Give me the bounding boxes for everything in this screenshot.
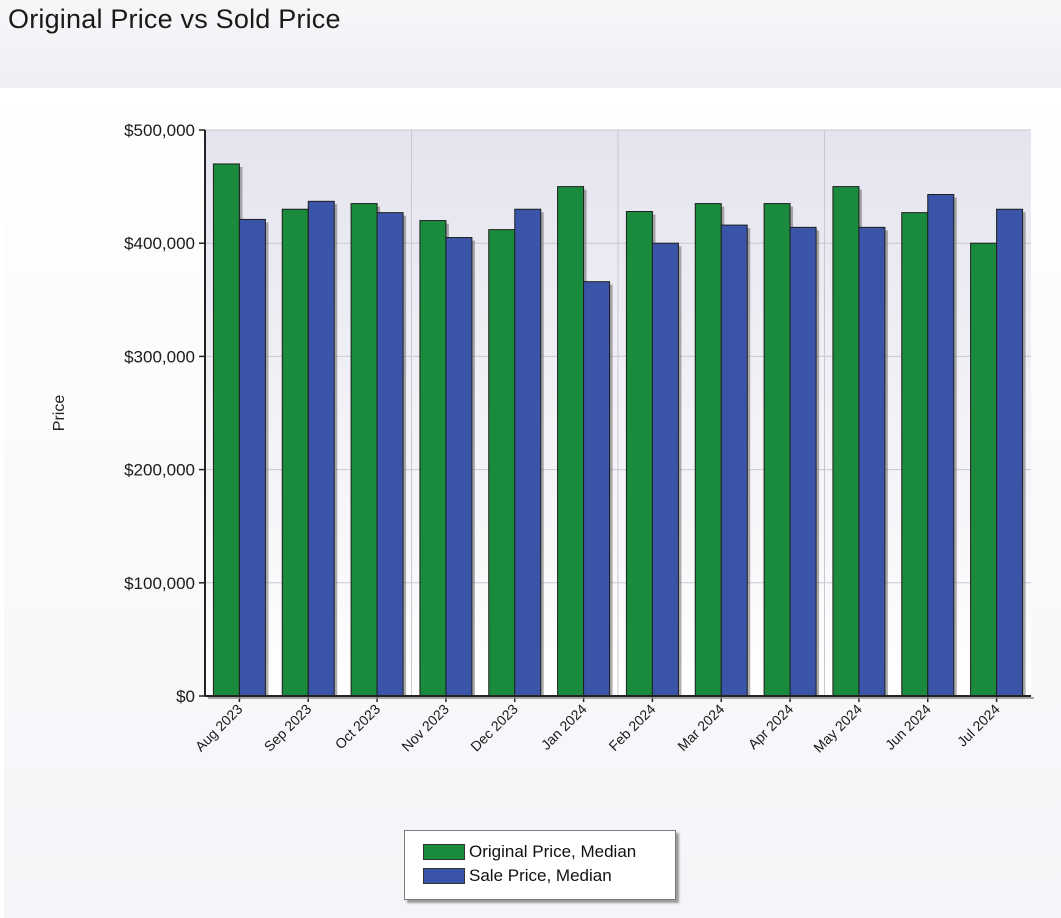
- legend-label-original: Original Price, Median: [469, 842, 637, 861]
- bar-sale: [307, 200, 335, 697]
- x-tick-label: Apr 2024: [745, 701, 797, 753]
- bar-original: [694, 203, 722, 697]
- legend-item-sale: Sale Price, Median: [405, 864, 675, 888]
- bar-original: [970, 242, 998, 697]
- legend-item-original: Original Price, Median: [405, 840, 675, 864]
- chart-panel: $0 $100,000 $200,000 $300,000 $400,000 $500,0…: [4, 88, 1061, 918]
- bar-original: [763, 203, 791, 697]
- y-axis-title: Price: [51, 395, 68, 432]
- bar-sale: [445, 237, 473, 697]
- x-tick-label: Jul 2024: [954, 701, 1003, 750]
- y-tick-label: $500,000: [124, 121, 195, 140]
- bar-sale: [376, 212, 404, 697]
- legend-swatch-sale: [423, 868, 465, 884]
- header-band: [0, 0, 1061, 88]
- bar-original: [557, 186, 585, 697]
- x-tick-label: Mar 2024: [674, 701, 727, 754]
- bar-original: [419, 220, 447, 697]
- page-title: Original Price vs Sold Price: [8, 4, 341, 34]
- x-tick-label: Jan 2024: [538, 701, 590, 753]
- bar-original: [212, 163, 240, 697]
- y-tick-label: $100,000: [124, 574, 195, 593]
- y-tick-label: $200,000: [124, 461, 195, 480]
- x-tick-label: Feb 2024: [605, 701, 658, 754]
- bar-sale: [927, 194, 955, 697]
- legend-label-sale: Sale Price, Median: [469, 866, 612, 885]
- x-tick-label: Sep 2023: [261, 701, 315, 755]
- bar-chart: $0 $100,000 $200,000 $300,000 $400,000 $500,0…: [51, 121, 1034, 756]
- bar-sale: [996, 208, 1024, 697]
- bar-sale: [238, 218, 266, 697]
- bar-original: [281, 208, 309, 697]
- bar-sale: [651, 242, 679, 697]
- bar-original: [832, 186, 860, 697]
- bar-sale: [583, 281, 611, 697]
- bar-original: [488, 229, 516, 697]
- bar-sale: [720, 224, 748, 697]
- legend-swatch-original: [423, 844, 465, 860]
- bar-original: [901, 212, 929, 697]
- bar-sale: [789, 226, 817, 697]
- bar-sale: [858, 226, 886, 697]
- y-tick-label: $300,000: [124, 347, 195, 366]
- x-tick-label: Aug 2023: [192, 701, 246, 755]
- x-tick-label: May 2024: [810, 701, 865, 756]
- x-tick-label: Dec 2023: [467, 701, 521, 755]
- y-tick-label: $0: [176, 687, 195, 706]
- y-tick-label: $400,000: [124, 234, 195, 253]
- bars: [212, 163, 1026, 697]
- bar-original: [350, 203, 378, 697]
- chart-legend: Original Price, Median Sale Price, Media…: [404, 830, 676, 900]
- bar-original: [625, 211, 653, 697]
- grid-lines: [205, 129, 1031, 696]
- x-tick-label: Nov 2023: [398, 701, 452, 755]
- x-tick-label: Jun 2024: [882, 701, 934, 753]
- bar-sale: [514, 208, 542, 697]
- x-tick-label: Oct 2023: [332, 701, 384, 753]
- axes: [199, 129, 1034, 702]
